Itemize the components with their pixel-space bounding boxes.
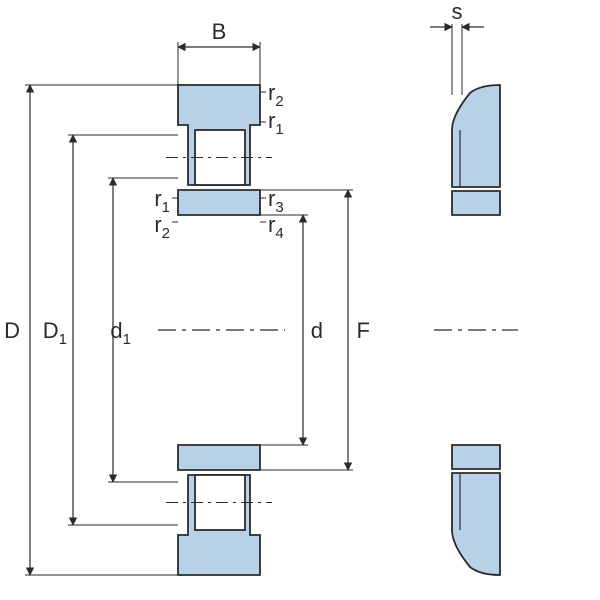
inner-profile-top xyxy=(452,191,500,215)
label-s: s xyxy=(452,0,463,24)
label-B: B xyxy=(212,19,227,44)
outer-profile-bottom xyxy=(452,473,500,575)
label-d: d xyxy=(311,318,323,343)
label-D: D xyxy=(4,318,20,343)
label-r2-top: r2 xyxy=(268,80,284,110)
label-r1-top: r1 xyxy=(268,108,284,138)
label-r2-left: r2 xyxy=(154,212,170,242)
inner-ring-bottom xyxy=(178,445,260,470)
label-D1: D1 xyxy=(43,318,67,348)
label-r4: r4 xyxy=(268,212,284,242)
label-F: F xyxy=(357,318,370,343)
outer-profile-top xyxy=(452,85,500,187)
inner-ring-top xyxy=(178,190,260,215)
inner-profile-bottom xyxy=(452,445,500,469)
